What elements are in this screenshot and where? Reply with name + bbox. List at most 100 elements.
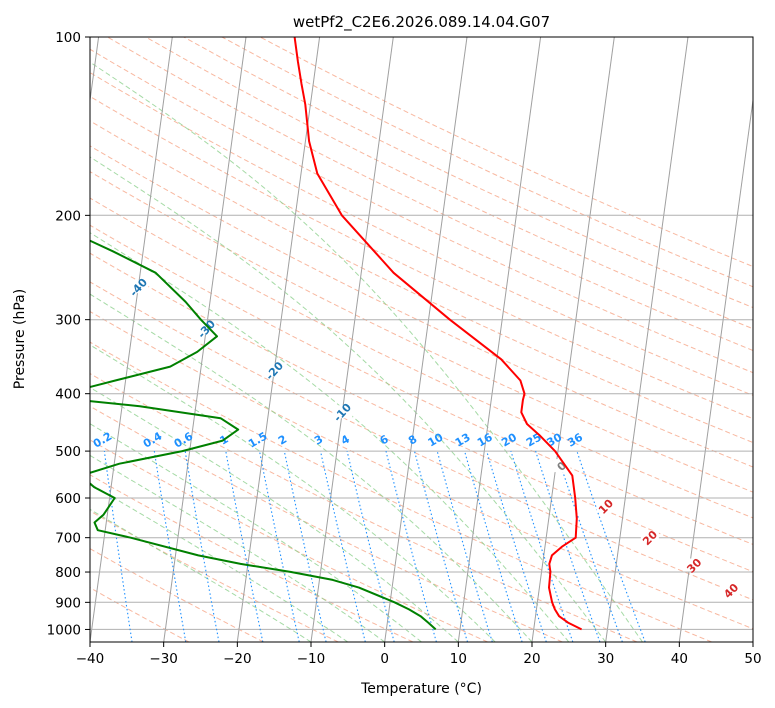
y-axis-label: Pressure (hPa) bbox=[12, 289, 28, 389]
dry-adiabat-line bbox=[90, 252, 753, 573]
dry-adiabat-line bbox=[90, 145, 753, 468]
isotherm-line bbox=[163, 37, 247, 642]
moist-adiabat-line bbox=[90, 344, 496, 642]
mixing-ratio-line bbox=[510, 450, 574, 642]
x-tick-label: 30 bbox=[597, 651, 614, 667]
moist-adiabat-line bbox=[90, 156, 607, 642]
dry-adiabat-line bbox=[90, 48, 753, 374]
dry-adiabat-line bbox=[90, 71, 753, 396]
dry-adiabat-line bbox=[90, 197, 753, 519]
y-tick-label: 100 bbox=[55, 30, 81, 46]
moist-label-bg bbox=[685, 558, 704, 572]
y-tick-label: 1000 bbox=[47, 622, 81, 638]
mixing-ratio-label: 8 bbox=[406, 433, 419, 448]
isotherm-line bbox=[236, 37, 321, 642]
isotherm-line bbox=[678, 96, 753, 642]
isotherm-label-bg bbox=[264, 363, 285, 377]
x-tick-label: 20 bbox=[523, 651, 540, 667]
dewpoint-line bbox=[90, 239, 437, 631]
dry-adiabat-line bbox=[90, 224, 753, 545]
y-tick-label: 700 bbox=[55, 531, 81, 547]
y-tick-label: 800 bbox=[55, 565, 81, 581]
isotherm-label-bg bbox=[60, 238, 80, 251]
mixing-ratio-line bbox=[346, 450, 395, 642]
isotherm-line bbox=[384, 37, 468, 642]
isotherm-line bbox=[310, 37, 394, 642]
y-tick-label: 400 bbox=[55, 387, 81, 403]
isotherm-label: -40 bbox=[127, 276, 150, 300]
moist-adiabat-line bbox=[90, 293, 533, 642]
moist-adiabat-line bbox=[90, 232, 570, 642]
dry-adiabat-line bbox=[90, 510, 339, 642]
x-tick-label: −20 bbox=[223, 651, 252, 667]
moist-adiabat-line bbox=[90, 454, 385, 642]
x-tick-label: −40 bbox=[76, 651, 105, 667]
mixing-ratio-line bbox=[258, 450, 300, 642]
x-tick-label: 40 bbox=[671, 651, 688, 667]
y-tick-label: 600 bbox=[55, 491, 81, 507]
mixing-ratio-label: 2 bbox=[276, 433, 289, 448]
mixing-ratio-line bbox=[319, 450, 366, 642]
plot-frame bbox=[89, 36, 754, 643]
mixing-ratio-label: 25 bbox=[524, 431, 544, 450]
mixing-ratio-label: 30 bbox=[544, 430, 564, 449]
mixing-ratio-line bbox=[535, 450, 601, 642]
isotherm-label-bg bbox=[0, 197, 12, 210]
mixing-ratio-line bbox=[385, 450, 437, 642]
x-tick-label: 50 bbox=[744, 651, 761, 667]
moist-adiabat-line bbox=[90, 508, 312, 642]
dry-adiabat-line bbox=[90, 341, 712, 642]
mixing-ratio-line bbox=[486, 450, 547, 642]
mixing-ratio-line bbox=[184, 451, 220, 642]
dry-adiabat-line bbox=[90, 281, 753, 601]
y-tick-label: 300 bbox=[55, 313, 81, 329]
dry-adiabat-line bbox=[90, 548, 264, 642]
isotherm-label: -60 bbox=[0, 192, 14, 216]
mixing-ratio-line bbox=[153, 451, 187, 642]
moist-label-bg bbox=[552, 459, 571, 473]
isotherm-label-bg bbox=[128, 280, 149, 294]
dry-adiabat-line bbox=[90, 95, 753, 420]
x-tick-label: 10 bbox=[450, 651, 467, 667]
dry-adiabat-line bbox=[90, 171, 753, 493]
moist-adiabat-line bbox=[90, 386, 459, 642]
y-tick-label: 200 bbox=[55, 208, 81, 224]
isotherm-line bbox=[90, 37, 100, 104]
mixing-ratio-label: 13 bbox=[453, 431, 473, 450]
dry-adiabat-line bbox=[90, 474, 414, 642]
isotherm-line bbox=[531, 37, 615, 642]
x-axis-label: Temperature (°C) bbox=[360, 681, 482, 697]
isotherm-line bbox=[752, 638, 753, 642]
moist-label-bg bbox=[721, 583, 740, 597]
moist-adiabat-line bbox=[90, 483, 349, 642]
isotherm-label: -50 bbox=[59, 234, 82, 258]
dry-adiabat-line bbox=[107, 37, 753, 352]
isotherm-line bbox=[457, 37, 542, 642]
dry-adiabat-line bbox=[90, 310, 753, 630]
mixing-ratio-label: 0.2 bbox=[91, 430, 114, 451]
dry-adiabat-line bbox=[183, 37, 753, 309]
mixing-ratio-line bbox=[283, 450, 327, 642]
background-lines bbox=[90, 37, 753, 642]
moist-label-bg bbox=[640, 530, 659, 544]
dry-adiabat-line bbox=[90, 587, 190, 642]
isotherm-label-bg bbox=[332, 405, 353, 419]
mixing-ratio-line bbox=[555, 450, 623, 642]
isotherm-label: -10 bbox=[331, 401, 354, 425]
mixing-ratio-line bbox=[436, 450, 493, 642]
isotherm-line bbox=[90, 37, 173, 642]
x-tick-label: −30 bbox=[149, 651, 178, 667]
mixing-ratio-line bbox=[225, 451, 264, 642]
dry-adiabat-line bbox=[259, 37, 753, 268]
temperature-line bbox=[293, 37, 583, 631]
y-tick-label: 500 bbox=[55, 444, 81, 460]
axis-ticks: −40 −30 −20 −10 0 10 20 30 40 50 100 200 300 400 500 60… bbox=[47, 30, 762, 667]
dry-adiabat-line bbox=[90, 120, 753, 444]
mixing-ratio-line bbox=[413, 450, 469, 642]
mixing-ratio-label: 0.4 bbox=[141, 429, 165, 450]
moist-adiabat-line bbox=[90, 61, 643, 642]
profile-lines bbox=[90, 37, 583, 631]
dry-adiabat-line bbox=[145, 37, 753, 330]
mixing-ratio-line bbox=[464, 450, 523, 642]
